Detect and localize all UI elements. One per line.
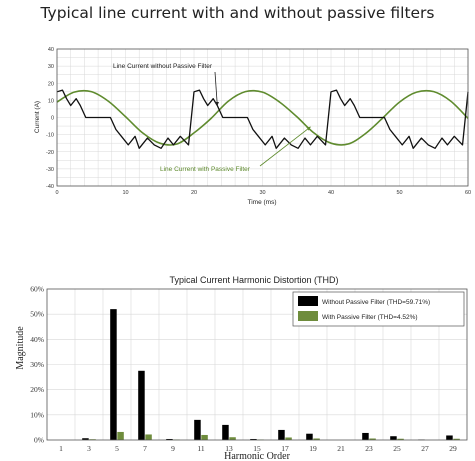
line-chart-y-tick-label: -10 <box>46 133 54 139</box>
thd-y-tick-label: 10% <box>30 410 44 419</box>
thd-x-tick-label: 3 <box>87 444 91 453</box>
thd-x-tick-label: 27 <box>421 444 429 453</box>
annotation-with-filter: Line Current with Passive Filter <box>160 166 251 173</box>
page-title: Typical line current with and without pa… <box>40 4 435 22</box>
bar-with-filter <box>369 438 376 440</box>
thd-bar-chart: Typical Current Harmonic Distortion (THD… <box>15 275 468 461</box>
line-chart-y-tick-label: 10 <box>48 98 54 104</box>
thd-y-tick-label: 30% <box>30 360 44 369</box>
line-chart-y-tick-label: 20 <box>48 81 54 87</box>
legend-label-with-filter: With Passive Filter (THD=4.52%) <box>322 314 418 321</box>
line-chart-x-axis-label: Time (ms) <box>247 199 276 206</box>
bar-with-filter <box>285 437 292 440</box>
line-chart-frame <box>56 48 469 187</box>
legend-swatch-with-filter <box>298 311 318 321</box>
thd-legend-box <box>292 291 465 327</box>
thd-y-tick-label: 0% <box>34 436 44 445</box>
line-chart-y-ticks: 40 30 20 10 0 -10 -20 -30 -40 <box>46 47 54 190</box>
thd-chart-grid <box>47 289 467 440</box>
bar-without-filter <box>390 436 397 440</box>
thd-y-tick-label: 50% <box>30 310 44 319</box>
thd-y-tick-label: 40% <box>30 335 44 344</box>
thd-x-tick-label: 21 <box>337 444 345 453</box>
line-chart-x-tick-label: 0 <box>55 190 58 196</box>
bar-with-filter <box>397 438 404 440</box>
thd-chart-y-ticks: 0% 10% 20% 30% 40% 50% 60% <box>30 285 44 445</box>
legend-swatch-without-filter <box>298 296 318 306</box>
line-chart: 40 30 20 10 0 -10 -20 -30 -40 0 10 20 30 40 50 60 Curr… <box>34 47 471 206</box>
thd-y-tick-label: 20% <box>30 385 44 394</box>
thd-x-tick-label: 25 <box>393 444 401 453</box>
thd-x-tick-label: 7 <box>143 444 147 453</box>
line-chart-series <box>56 89 469 149</box>
line-chart-x-tick-label: 10 <box>122 190 128 196</box>
annotation-without-filter-arrow <box>214 71 220 106</box>
bar-without-filter <box>446 435 453 440</box>
thd-x-tick-label: 11 <box>197 444 204 453</box>
bar-with-filter <box>313 438 320 440</box>
bar-with-filter <box>145 434 152 440</box>
bar-with-filter <box>229 437 236 440</box>
bar-with-filter <box>201 434 208 440</box>
thd-chart-x-ticks: 1 3 5 7 9 11 13 15 17 19 21 23 25 27 29 <box>59 444 457 453</box>
bar-without-filter <box>194 419 201 440</box>
bar-without-filter <box>306 433 313 440</box>
thd-x-tick-label: 15 <box>253 444 261 453</box>
line-chart-y-tick-label: -30 <box>46 167 54 173</box>
line-chart-x-tick-label: 30 <box>259 190 265 196</box>
thd-x-tick-label: 29 <box>449 444 457 453</box>
thd-x-tick-label: 23 <box>365 444 373 453</box>
thd-x-tick-label: 17 <box>281 444 289 453</box>
line-chart-x-tick-label: 60 <box>465 190 471 196</box>
bar-without-filter <box>82 438 89 440</box>
line-chart-y-tick-label: 0 <box>51 116 54 122</box>
line-chart-y-tick-label: -40 <box>46 184 54 190</box>
thd-y-axis-label: Magnitude <box>15 326 26 370</box>
annotation-with-filter-arrow <box>259 126 311 167</box>
line-chart-y-axis-label: Current (A) <box>34 101 41 133</box>
thd-x-tick-label: 19 <box>309 444 317 453</box>
annotation-without-filter: Line Current without Passive Filter <box>113 63 213 70</box>
line-chart-x-ticks: 0 10 20 30 40 50 60 <box>55 190 471 196</box>
bar-without-filter <box>222 424 229 440</box>
line-chart-y-tick-label: 30 <box>48 64 54 70</box>
thd-chart-title: Typical Current Harmonic Distortion (THD… <box>169 275 338 285</box>
thd-x-tick-label: 13 <box>225 444 233 453</box>
line-chart-y-tick-label: -20 <box>46 150 54 156</box>
line-chart-y-tick-label: 40 <box>48 47 54 53</box>
thd-legend: Without Passive Filter (THD=59.71%) With… <box>292 291 465 327</box>
thd-x-tick-label: 9 <box>171 444 175 453</box>
thd-x-axis-label: Harmonic Order <box>224 451 290 461</box>
bar-without-filter <box>278 429 285 440</box>
thd-chart-bars <box>82 309 460 441</box>
line-chart-x-tick-label: 50 <box>396 190 402 196</box>
bar-with-filter <box>117 431 124 440</box>
thd-x-tick-label: 5 <box>115 444 119 453</box>
thd-chart-frame <box>46 288 468 441</box>
line-chart-x-tick-label: 20 <box>191 190 197 196</box>
bar-without-filter <box>110 309 117 440</box>
thd-x-tick-label: 1 <box>59 444 63 453</box>
series-line-without-filter <box>56 89 469 149</box>
legend-label-without-filter: Without Passive Filter (THD=59.71%) <box>322 299 430 306</box>
bar-without-filter <box>138 370 145 440</box>
bar-without-filter <box>250 438 257 440</box>
line-chart-x-tick-label: 40 <box>328 190 334 196</box>
bar-with-filter <box>453 438 460 440</box>
thd-y-tick-label: 60% <box>30 285 44 294</box>
bar-without-filter <box>362 432 369 440</box>
series-line-with-filter <box>56 89 469 146</box>
bar-without-filter <box>166 438 173 440</box>
